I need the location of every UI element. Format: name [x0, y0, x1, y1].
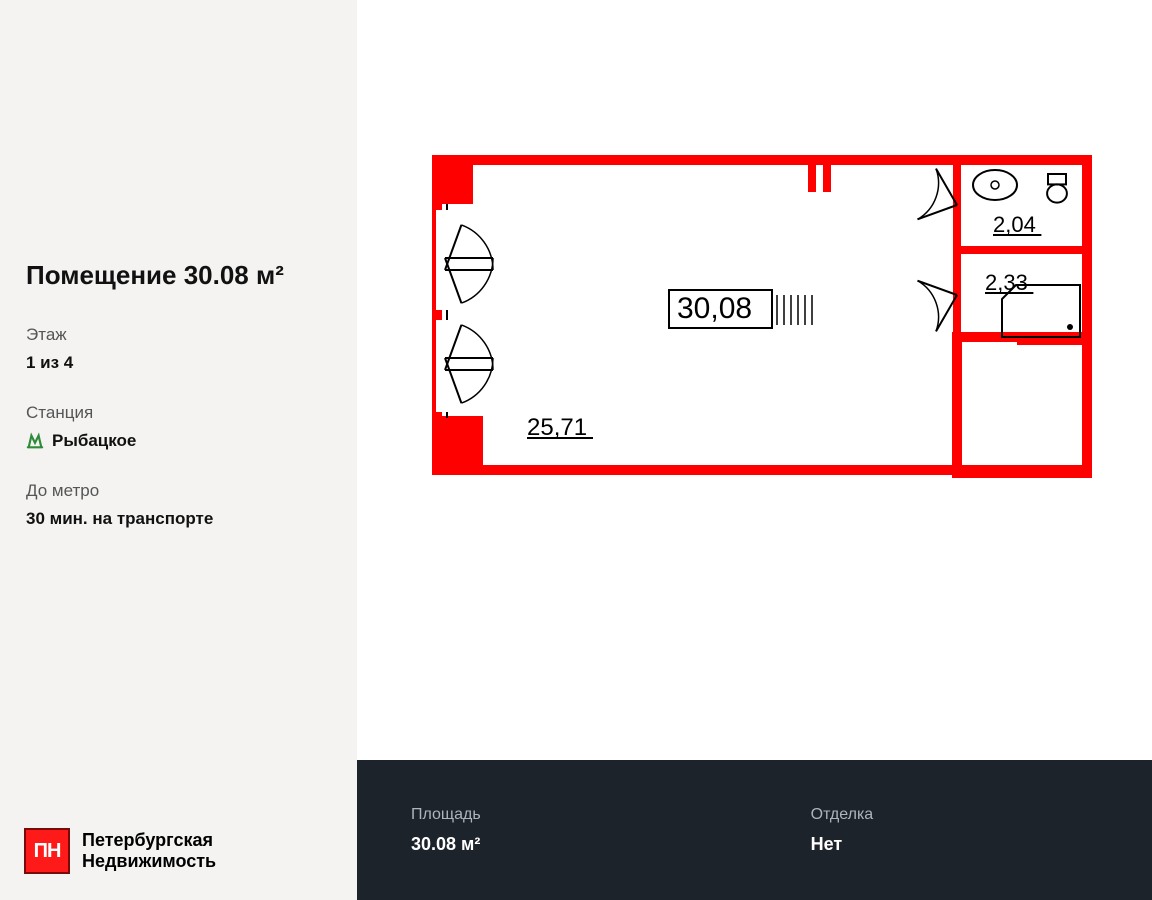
summary-finish: Отделка Нет — [811, 806, 874, 855]
metro-icon — [26, 432, 44, 450]
to-metro-label: До метро — [26, 481, 331, 501]
bottom-bar: Площадь 30.08 м² Отделка Нет — [357, 760, 1152, 900]
floorplan-diagram: 30,08 25,71 2,04 2,33 — [397, 140, 1112, 700]
sidebar: Помещение 30.08 м² Этаж 1 из 4 Станция Р… — [0, 0, 357, 900]
station-value-row: Рыбацкое — [26, 431, 331, 451]
logo-line2: Недвижимость — [82, 851, 216, 872]
logo-mark: ПН — [24, 828, 70, 874]
field-floor: Этаж 1 из 4 — [26, 325, 331, 373]
station-value: Рыбацкое — [52, 431, 136, 451]
logo-text: Петербургская Недвижимость — [82, 830, 216, 871]
summary-area: Площадь 30.08 м² — [411, 806, 481, 855]
page-title: Помещение 30.08 м² — [26, 260, 331, 291]
svg-text:25,71: 25,71 — [527, 414, 587, 441]
station-label: Станция — [26, 403, 331, 423]
finish-label: Отделка — [811, 806, 874, 824]
floor-label: Этаж — [26, 325, 331, 345]
brand-logo: ПН Петербургская Недвижимость — [24, 828, 216, 874]
svg-text:30,08: 30,08 — [677, 292, 752, 325]
area-label: Площадь — [411, 806, 481, 824]
sidebar-content: Помещение 30.08 м² Этаж 1 из 4 Станция Р… — [0, 230, 357, 559]
svg-text:2,04: 2,04 — [993, 212, 1036, 237]
area-value: 30.08 м² — [411, 834, 481, 855]
field-to-metro: До метро 30 мин. на транспорте — [26, 481, 331, 529]
main-panel: 30,08 25,71 2,04 2,33 Площадь 30.08 м² Отде… — [357, 0, 1152, 900]
field-station: Станция Рыбацкое — [26, 403, 331, 451]
finish-value: Нет — [811, 834, 874, 855]
logo-line1: Петербургская — [82, 830, 216, 851]
to-metro-value: 30 мин. на транспорте — [26, 509, 331, 529]
svg-text:2,33: 2,33 — [985, 270, 1028, 295]
floor-value: 1 из 4 — [26, 353, 331, 373]
